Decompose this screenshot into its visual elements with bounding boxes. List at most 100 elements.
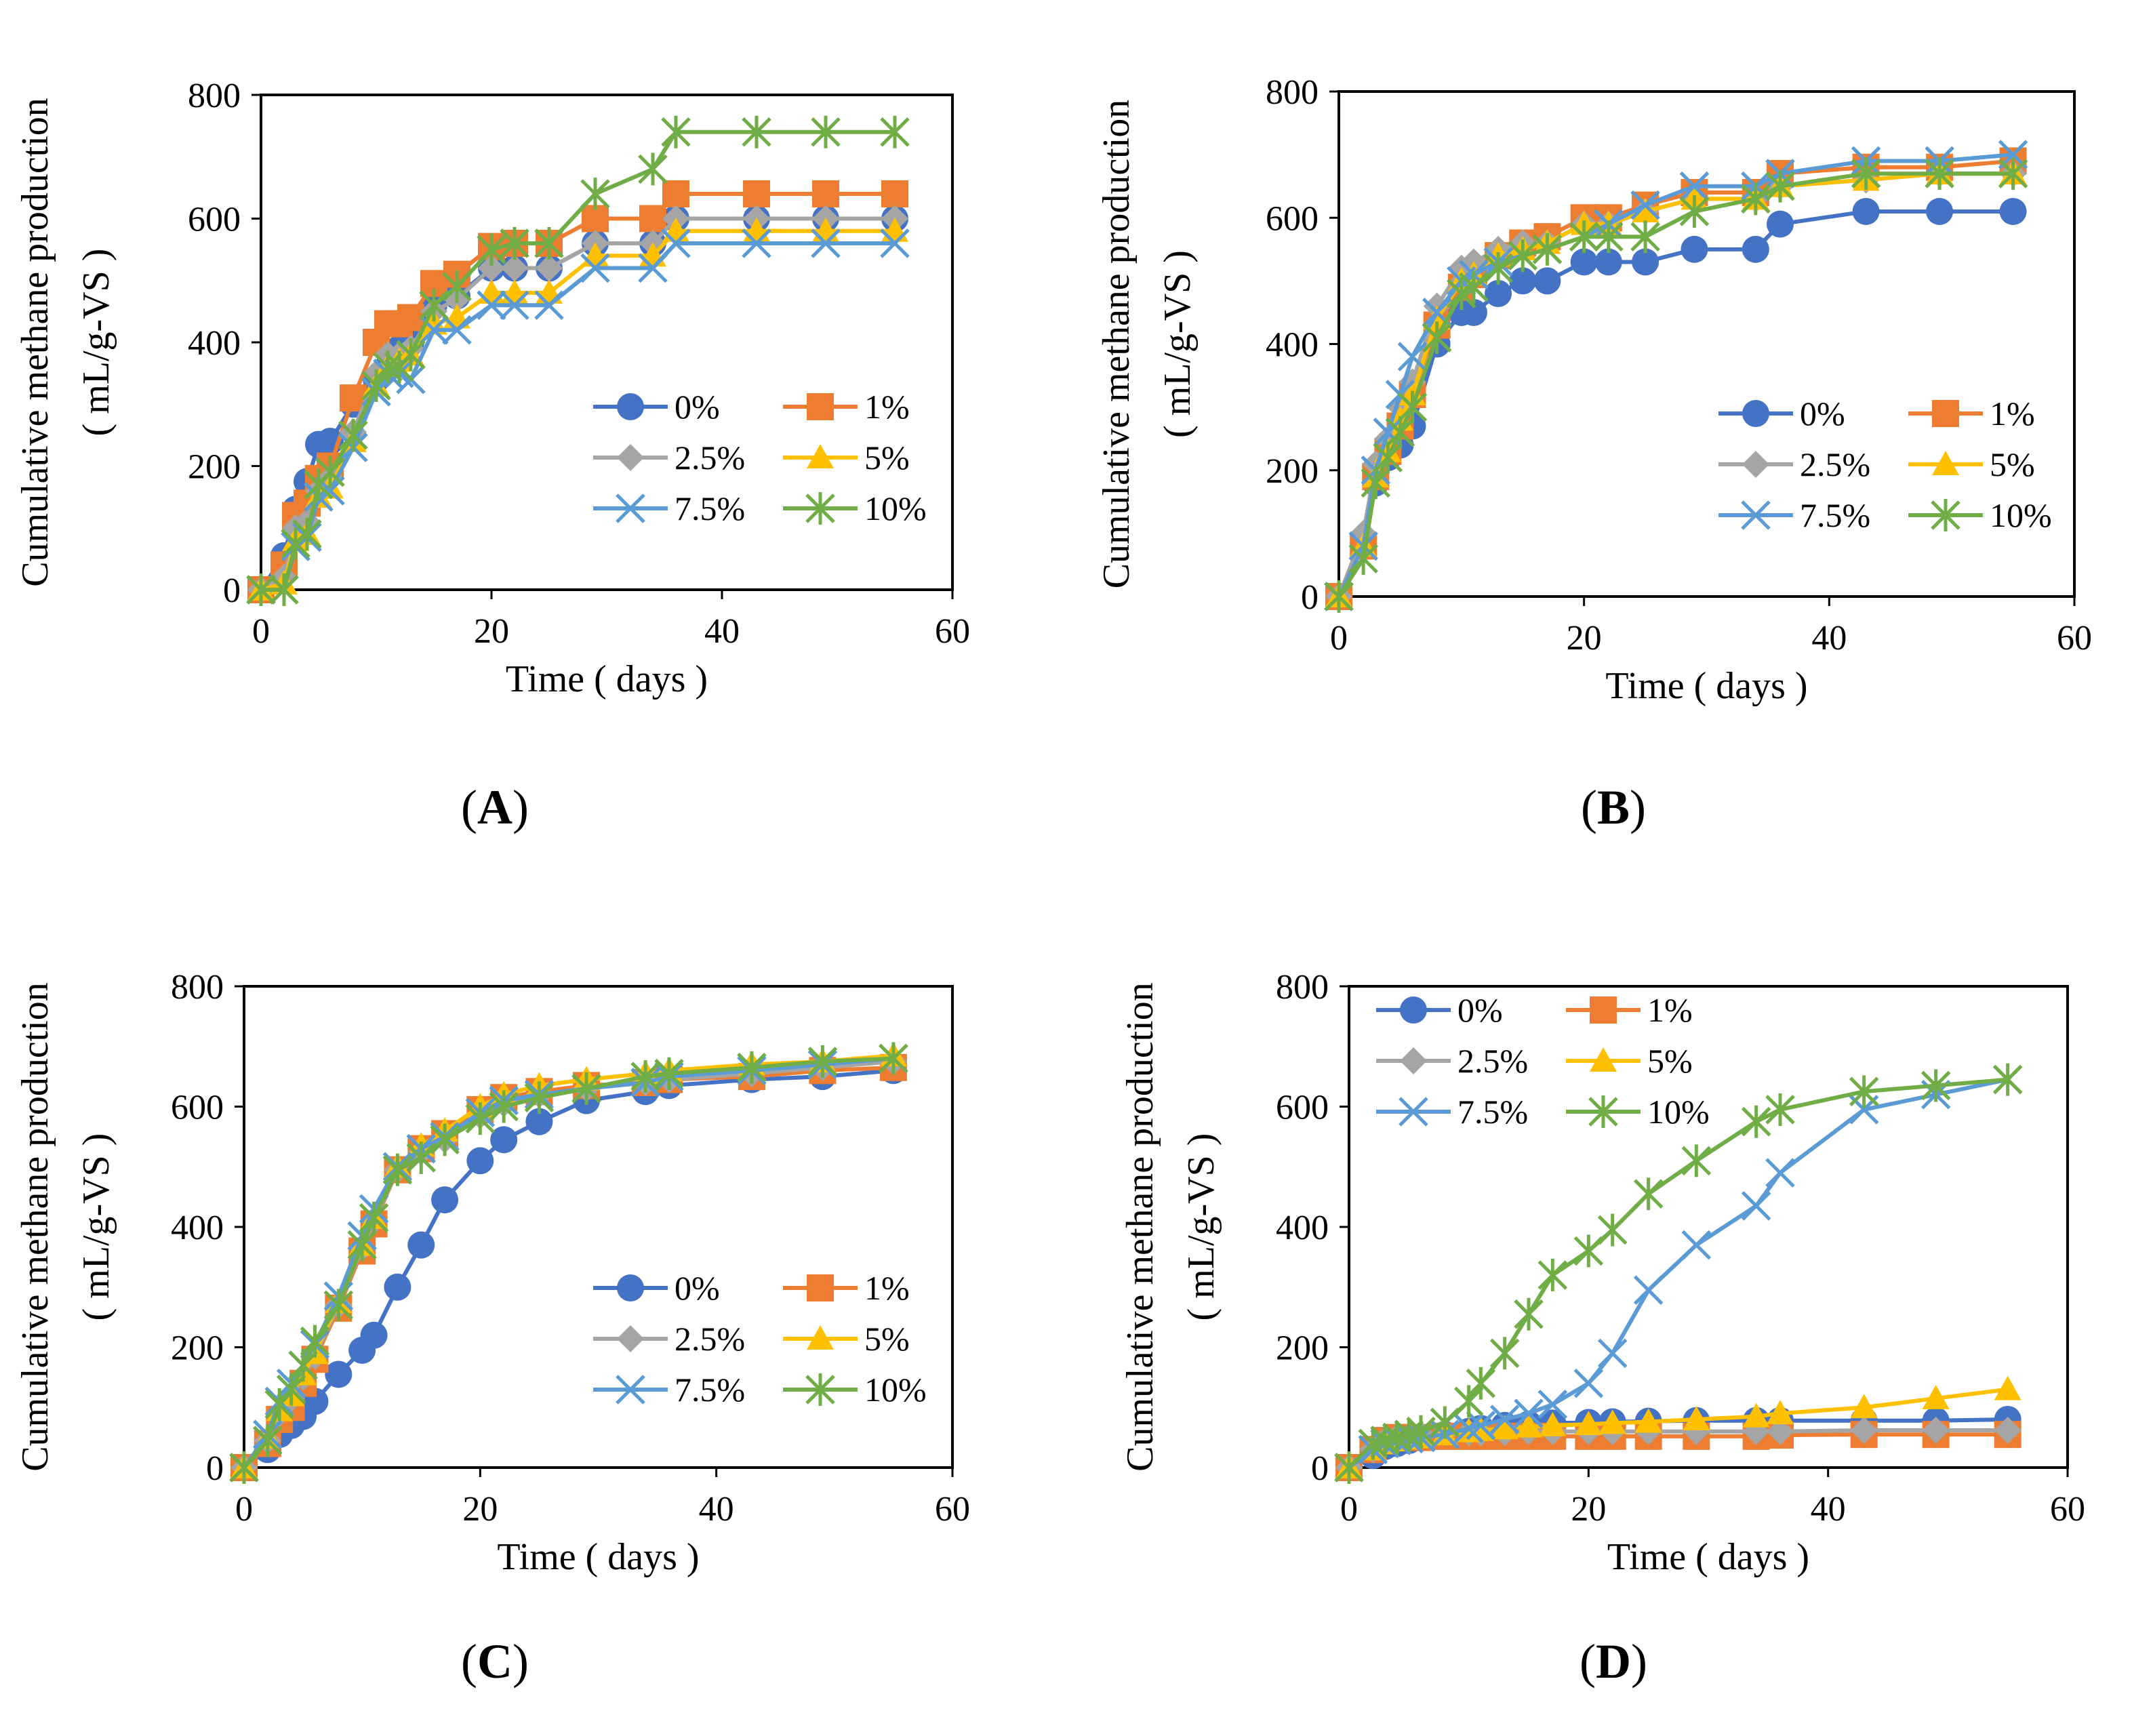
- data-point: [1851, 157, 1881, 190]
- data-point: [1630, 220, 1660, 254]
- data-point: [325, 1360, 353, 1388]
- legend-label: 1%: [864, 1269, 910, 1307]
- legend-marker: [617, 1325, 644, 1352]
- data-point: [229, 1451, 259, 1484]
- data-point: [525, 1108, 553, 1135]
- data-point: [384, 1273, 411, 1301]
- legend-marker: [805, 492, 835, 525]
- y-tick-label: 0: [1311, 1449, 1329, 1488]
- data-point: [1742, 1402, 1770, 1428]
- data-point: [431, 1186, 459, 1214]
- legend-item: 1%: [783, 388, 910, 426]
- data-point: [879, 1042, 908, 1075]
- x-tick-label: 60: [2057, 619, 2092, 658]
- data-point: [292, 517, 322, 550]
- series-10%: [229, 1042, 908, 1484]
- legend-item: 5%: [1566, 1042, 1693, 1080]
- legend-marker: [617, 393, 644, 420]
- data-point: [500, 290, 529, 321]
- data-point: [580, 253, 610, 283]
- y-tick-label: 200: [1266, 452, 1319, 491]
- data-point: [1597, 1338, 1628, 1369]
- data-point: [638, 153, 668, 186]
- data-point: [1742, 235, 1769, 263]
- x-axis-title: Time ( days ): [506, 658, 708, 700]
- x-tick-label: 60: [935, 612, 970, 651]
- legend: 0% 1% 2.5% 5% 7.5% 10%: [1718, 395, 2052, 534]
- y-axis-units: ( mL/g-VS ): [1180, 1133, 1222, 1321]
- y-axis-title: Cumulative methane production: [14, 982, 56, 1472]
- legend-item: 10%: [783, 1371, 927, 1409]
- legend-label: 2.5%: [1800, 445, 1870, 483]
- legend-label: 5%: [1647, 1042, 1693, 1080]
- legend-item: 7.5%: [593, 489, 745, 527]
- y-tick-label: 0: [206, 1449, 224, 1488]
- legend-label: 10%: [1990, 496, 2052, 534]
- y-axis-title: Cumulative methane production: [1119, 982, 1161, 1472]
- data-point: [1491, 1415, 1518, 1440]
- legend-marker: [1400, 1047, 1427, 1074]
- data-point: [489, 1090, 519, 1123]
- data-point: [466, 1147, 494, 1175]
- legend-label: 0%: [675, 388, 720, 426]
- panel-label-letter: C: [477, 1634, 512, 1689]
- data-point: [1406, 1415, 1436, 1448]
- data-point: [500, 227, 529, 260]
- x-tick-label: 20: [474, 612, 509, 651]
- legend-label: 0%: [1800, 395, 1845, 432]
- data-point: [1397, 342, 1428, 371]
- legend-item: 7.5%: [1718, 496, 1870, 534]
- panel-label-close: ): [512, 780, 529, 834]
- data-point: [1466, 1367, 1496, 1400]
- series-10%: [1324, 157, 2028, 613]
- data-point: [524, 1081, 555, 1114]
- data-point: [811, 115, 841, 148]
- data-point: [253, 1424, 283, 1457]
- data-point: [1489, 1405, 1520, 1434]
- y-tick-label: 200: [171, 1329, 224, 1368]
- panel-label-letter: D: [1596, 1634, 1631, 1689]
- y-axis-units: ( mL/g-VS ): [1156, 250, 1199, 438]
- legend-marker: [807, 1325, 834, 1350]
- data-point: [360, 1321, 388, 1349]
- data-point: [477, 233, 506, 266]
- legend-marker: [1741, 500, 1771, 530]
- data-point: [478, 254, 505, 282]
- data-point: [407, 1231, 435, 1259]
- legend: 0% 1% 2.5% 5% 7.5% 10%: [1376, 991, 1710, 1131]
- legend-item: 1%: [783, 1269, 910, 1307]
- panel-label-close: ): [1630, 780, 1646, 834]
- x-tick-label: 40: [699, 1490, 734, 1529]
- panel-label-open: (: [461, 780, 477, 834]
- data-point: [1998, 157, 2028, 190]
- panel-label-close: ): [1631, 1634, 1647, 1689]
- x-axis-title: Time ( days ): [1607, 1536, 1809, 1578]
- legend-item: 0%: [593, 388, 720, 426]
- data-point: [1992, 1063, 2023, 1096]
- data-point: [1767, 1417, 1794, 1445]
- data-point: [1533, 267, 1561, 295]
- data-point: [880, 228, 910, 258]
- data-point: [881, 180, 908, 207]
- y-tick-label: 800: [188, 77, 241, 115]
- legend-label: 5%: [864, 439, 910, 477]
- y-axis-units: ( mL/g-VS ): [75, 249, 117, 437]
- data-point: [430, 1123, 460, 1156]
- panel-label-letter: A: [477, 780, 512, 834]
- data-point: [880, 115, 910, 148]
- panel-label-open: (: [1581, 780, 1597, 834]
- data-point: [1453, 1413, 1484, 1444]
- y-tick-label: 400: [171, 1209, 224, 1247]
- x-tick-label: 60: [2050, 1490, 2085, 1529]
- data-point: [654, 1057, 684, 1090]
- data-point: [269, 573, 299, 606]
- legend-marker: [807, 1274, 834, 1301]
- data-point: [419, 289, 449, 322]
- legend-marker: [616, 493, 645, 523]
